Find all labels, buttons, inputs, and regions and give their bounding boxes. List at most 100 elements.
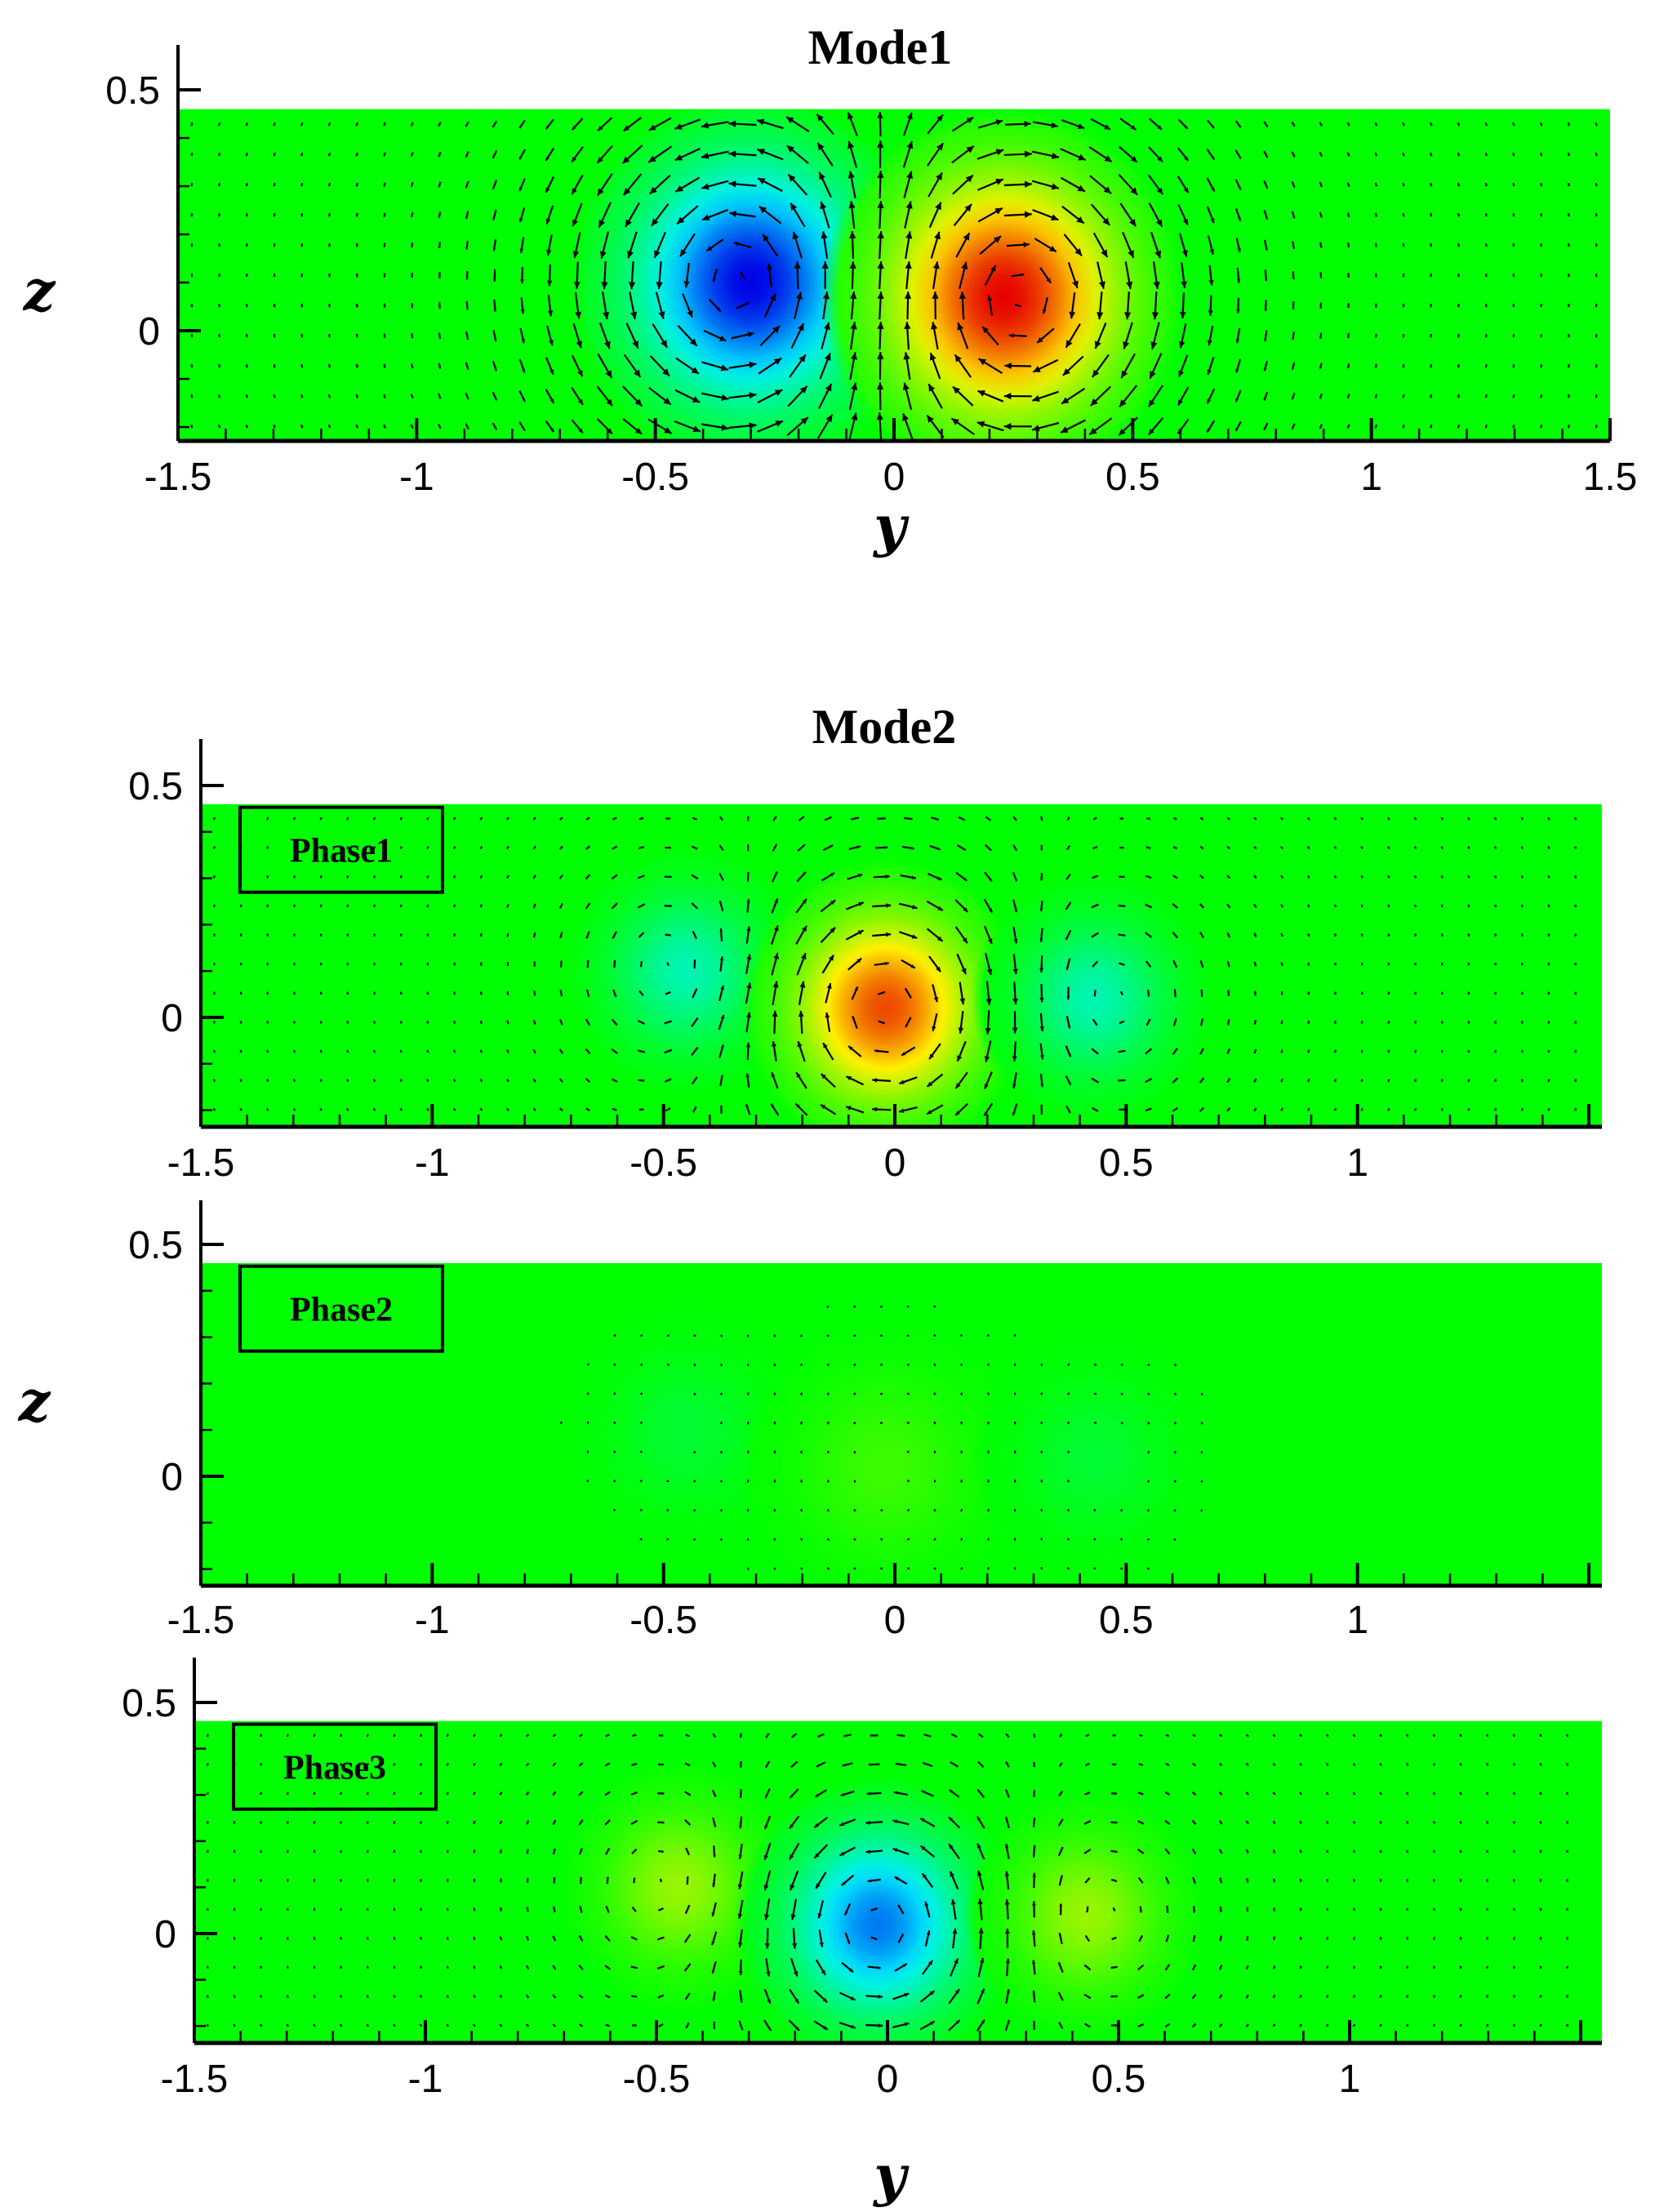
velocity-arrow — [739, 1990, 743, 2003]
velocity-arrow — [246, 274, 248, 278]
velocity-arrow — [1486, 1821, 1489, 1824]
velocity-arrow — [1360, 1107, 1363, 1111]
velocity-arrow — [874, 961, 889, 966]
velocity-arrow — [1326, 1820, 1329, 1824]
velocity-arrow — [1326, 1995, 1329, 1998]
velocity-arrow — [987, 1508, 990, 1512]
velocity-arrow — [612, 989, 617, 998]
velocity-arrow — [959, 1392, 963, 1395]
velocity-arrow — [420, 1907, 422, 1912]
velocity-arrow — [822, 1042, 834, 1061]
velocity-arrow — [622, 417, 643, 435]
velocity-arrow — [746, 1392, 750, 1395]
velocity-arrow — [1540, 304, 1542, 308]
velocity-arrow — [1172, 817, 1177, 821]
velocity-arrow — [712, 1817, 717, 1827]
velocity-arrow — [987, 1538, 990, 1541]
velocity-arrow — [1093, 1508, 1096, 1511]
velocity-arrow — [901, 1046, 916, 1057]
velocity-arrow — [1457, 364, 1460, 368]
velocity-arrow — [286, 1995, 289, 1998]
velocity-arrow — [649, 355, 670, 377]
velocity-arrow — [771, 898, 779, 914]
velocity-arrow — [366, 1937, 369, 1940]
velocity-arrow — [927, 383, 943, 409]
velocity-arrow — [1139, 1906, 1142, 1913]
velocity-arrow — [1092, 232, 1109, 258]
velocity-arrow — [976, 149, 1004, 160]
velocity-arrow — [902, 140, 914, 168]
velocity-arrow — [906, 1479, 910, 1483]
velocity-arrow — [217, 122, 221, 127]
velocity-arrow — [948, 1816, 961, 1829]
velocity-arrow — [958, 816, 966, 821]
velocity-arrow — [1280, 846, 1283, 850]
velocity-arrow — [446, 1937, 449, 1940]
velocity-arrow — [1191, 1819, 1197, 1826]
velocity-arrow — [897, 1933, 905, 1943]
velocity-arrow — [1090, 118, 1111, 131]
velocity-arrow — [976, 1988, 985, 2005]
velocity-arrow — [983, 925, 993, 945]
velocity-arrow — [1263, 422, 1269, 431]
velocity-arrow — [1413, 1107, 1417, 1111]
velocity-arrow — [578, 1994, 584, 1999]
velocity-arrow — [1486, 1791, 1489, 1796]
velocity-arrow — [1402, 122, 1405, 127]
velocity-arrow — [648, 386, 672, 406]
velocity-arrow — [820, 1073, 836, 1088]
velocity-arrow — [893, 1791, 909, 1796]
velocity-arrow — [1387, 991, 1390, 995]
velocity-arrow — [1567, 394, 1570, 398]
velocity-arrow — [218, 213, 220, 217]
velocity-arrow — [559, 990, 563, 997]
velocity-arrow — [1379, 1907, 1382, 1912]
velocity-arrow — [233, 1937, 236, 1940]
velocity-arrow — [292, 817, 296, 821]
velocity-arrow — [1145, 1078, 1153, 1084]
velocity-arrow — [438, 393, 442, 399]
velocity-arrow — [266, 904, 269, 908]
velocity-arrow — [633, 1877, 636, 1884]
velocity-arrow — [410, 122, 414, 127]
x-tick-label: -0.5 — [629, 1599, 697, 1642]
velocity-arrow — [393, 1849, 396, 1854]
velocity-arrow — [273, 212, 276, 217]
velocity-arrow — [438, 332, 442, 340]
velocity-arrow — [1360, 991, 1363, 995]
velocity-arrow — [1058, 1875, 1063, 1886]
velocity-arrow — [526, 1907, 529, 1912]
velocity-arrow — [1032, 209, 1059, 221]
velocity-arrow — [273, 274, 276, 278]
velocity-arrow — [1595, 152, 1598, 157]
velocity-arrow — [1459, 1907, 1462, 1912]
velocity-arrow — [1040, 1538, 1043, 1541]
velocity-arrow — [518, 421, 526, 432]
velocity-arrow — [1200, 1509, 1203, 1512]
velocity-arrow — [951, 145, 975, 164]
velocity-arrow — [1137, 1994, 1145, 1999]
velocity-arrow — [929, 844, 941, 851]
velocity-arrow — [763, 2019, 772, 2032]
velocity-arrow — [1091, 932, 1100, 938]
velocity-arrow — [492, 360, 497, 372]
velocity-arrow — [1172, 903, 1179, 909]
velocity-arrow — [658, 1907, 664, 1912]
velocity-arrow — [552, 1848, 556, 1855]
velocity-arrow — [790, 1760, 798, 1769]
velocity-arrow — [1440, 875, 1443, 879]
velocity-arrow — [1138, 1763, 1144, 1766]
velocity-arrow — [1413, 817, 1417, 821]
velocity-arrow — [399, 846, 403, 850]
velocity-arrow — [948, 2019, 961, 2032]
velocity-arrow — [924, 1901, 931, 1918]
velocity-arrow — [1192, 1876, 1196, 1885]
velocity-arrow — [1567, 122, 1571, 127]
x-tick-label: -1.5 — [167, 1599, 235, 1642]
velocity-arrow — [1172, 1077, 1179, 1084]
velocity-arrow — [792, 231, 803, 259]
velocity-arrow — [300, 424, 304, 429]
velocity-arrow — [1013, 1363, 1016, 1366]
velocity-arrow — [1494, 1079, 1497, 1082]
velocity-arrow — [933, 1538, 936, 1541]
